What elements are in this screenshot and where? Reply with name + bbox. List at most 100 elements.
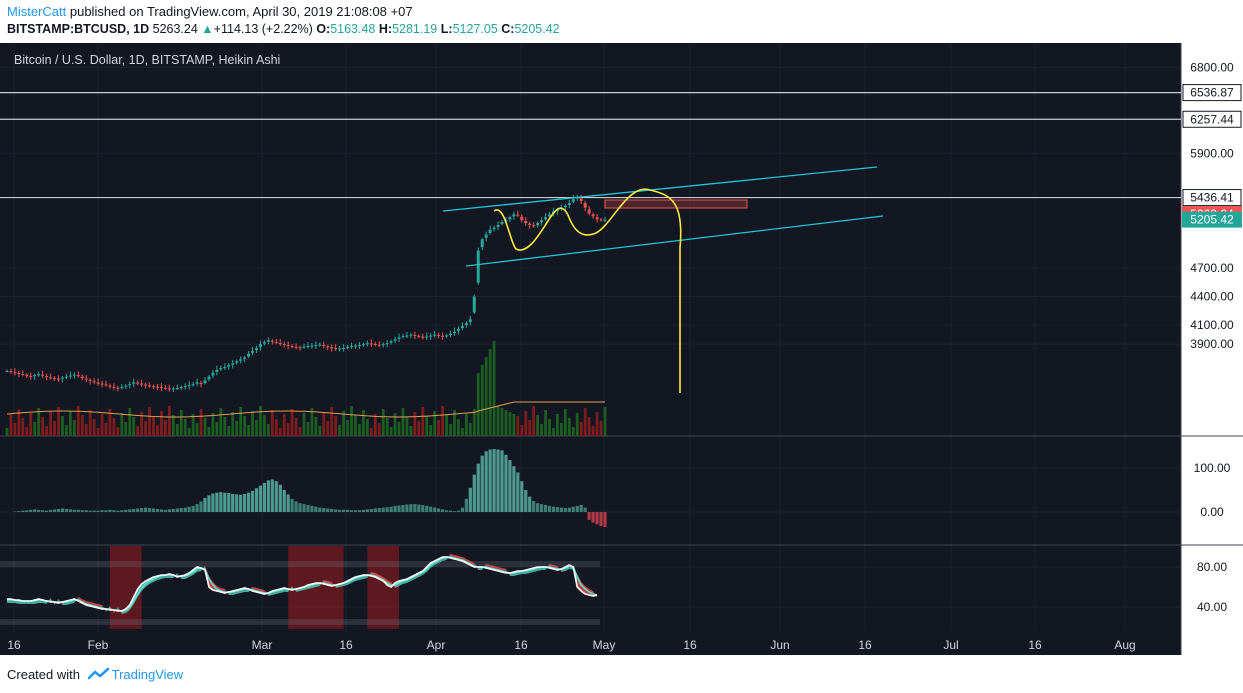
last-price: 5263.24 (152, 22, 198, 36)
price-axis-tick: 4400.00 (1190, 289, 1234, 303)
candle-body (421, 336, 425, 338)
oscillator-bar (567, 507, 571, 512)
volume-bar (373, 414, 377, 436)
volume-bar (128, 408, 132, 436)
volume-bar (524, 411, 528, 436)
publish-header: MisterCatt published on TradingView.com,… (7, 4, 413, 19)
volume-bar (61, 416, 64, 436)
candle-body (116, 387, 120, 389)
candle-body (235, 361, 239, 363)
level-label-box (1182, 84, 1242, 102)
rsi-fill (557, 566, 562, 572)
chart-canvas[interactable]: 6536.87 6257.44 5436.41 6800.00 5900.00 4700.… (0, 43, 1243, 655)
volume-bar (96, 428, 100, 436)
oscillator-bar (536, 503, 540, 512)
volume-bar (425, 416, 429, 436)
volume-bar (492, 341, 496, 436)
oscillator-bar (250, 490, 255, 512)
volume-bar (591, 426, 595, 436)
oscillator-bar (326, 508, 330, 512)
volume-bar (512, 414, 516, 436)
volume-bar (552, 428, 555, 436)
volume-bar (120, 413, 124, 436)
oscillator-bar (243, 493, 247, 512)
oscillator-bar (393, 505, 397, 512)
candle-body (254, 347, 258, 350)
volume-bar (358, 424, 361, 436)
oscillator-bar (417, 504, 421, 512)
oscillator-bar (219, 492, 223, 512)
oscillator-bar (286, 494, 290, 512)
volume-bar (476, 373, 480, 436)
volume-bar (5, 428, 9, 436)
oscillator-bar (345, 509, 350, 512)
time-axis-tick: 16 (858, 638, 872, 652)
oscillator-bar (171, 508, 175, 512)
oscillator-bar (373, 508, 377, 512)
candle-body (262, 342, 266, 344)
rsi-fill (117, 607, 122, 614)
oscillator-bar (492, 449, 496, 512)
oscillator-bar (349, 510, 354, 512)
volume-bar (413, 412, 417, 436)
candle-body (270, 340, 274, 342)
candle-body (45, 376, 49, 378)
candle-body (409, 334, 413, 336)
time-axis-tick: Jul (943, 638, 958, 652)
volume-bar (108, 409, 112, 436)
author-link[interactable]: MisterCatt (7, 4, 67, 19)
volume-bar (464, 414, 468, 436)
oscillator-bar (88, 510, 92, 512)
volume-bar (239, 407, 243, 436)
oscillator-bar (595, 512, 599, 525)
oscillator-bar (448, 510, 453, 512)
price-axis-background (1181, 43, 1243, 655)
oscillator-bar (258, 485, 263, 512)
candle-body (9, 371, 13, 373)
rsi-fill (446, 554, 451, 560)
oscillator-bar (266, 480, 270, 512)
candle-body (516, 214, 520, 216)
volume-bar (211, 413, 215, 436)
candle-body (278, 343, 282, 345)
volume-bar (310, 408, 314, 436)
oscillator-bar (314, 506, 318, 512)
oscillator-bar (76, 509, 80, 512)
oscillator-bar (484, 451, 488, 512)
candle-body (294, 346, 298, 348)
overbought-band (367, 546, 400, 629)
volume-bar (207, 427, 211, 436)
oscillator-bar (397, 505, 401, 512)
volume-bar (124, 422, 128, 436)
oscillator-bar (504, 454, 508, 512)
candle-body (199, 382, 203, 385)
candle-body (389, 341, 393, 343)
oscillator-bar (559, 507, 563, 512)
oscillator-bar (104, 510, 108, 512)
oscillator-bar (120, 510, 124, 512)
change-value: +114.13 (+2.22%) (213, 22, 313, 36)
volume-bar (144, 421, 147, 436)
volume-bar (65, 425, 68, 436)
candle-body (365, 343, 369, 345)
volume-bar (365, 419, 369, 436)
candle-body (464, 323, 468, 326)
volume-bar (21, 418, 25, 436)
candle-body (215, 369, 219, 372)
volume-bar (116, 427, 120, 436)
oscillator-bar (48, 509, 53, 512)
volume-bar (33, 422, 37, 436)
candle-body (68, 375, 72, 377)
price-axis-tick: 3900.00 (1190, 337, 1234, 351)
tradingview-brand-link[interactable]: TradingView (111, 667, 184, 682)
volume-bar (247, 425, 250, 436)
volume-bar (266, 424, 270, 436)
oscillator-bar (207, 495, 211, 512)
overbought-band (109, 546, 142, 629)
candle-body (108, 385, 112, 387)
volume-bar (278, 428, 282, 436)
volume-bar (100, 414, 104, 436)
candle-body (369, 343, 373, 345)
candle-body (144, 384, 148, 386)
candle-body (452, 331, 456, 334)
